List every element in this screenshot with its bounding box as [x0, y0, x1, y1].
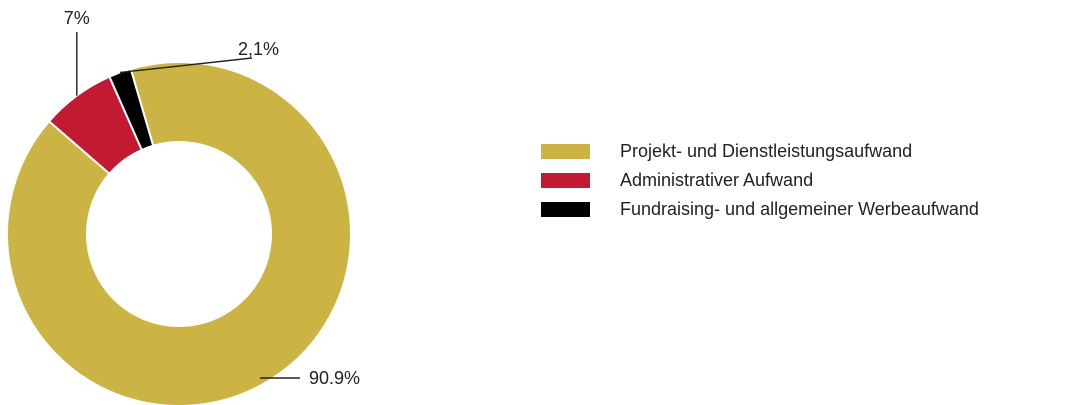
data-label-administrative: 7% — [64, 8, 90, 28]
data-label-fundraising: 2,1% — [238, 39, 279, 59]
legend-item-project: Projekt- und Dienstleistungsaufwand — [541, 141, 979, 161]
slice-fundraising — [108, 67, 155, 152]
slice-project — [6, 61, 352, 405]
data-labels-layer: 90.9% 7% 2,1% — [64, 8, 360, 388]
legend: Projekt- und Dienstleistungsaufwand Admi… — [541, 141, 979, 219]
slices-layer — [6, 61, 352, 405]
legend-label-fundraising: Fundraising- und allgemeiner Werbeaufwan… — [620, 198, 979, 219]
legend-item-administrative: Administrativer Aufwand — [541, 170, 979, 190]
legend-swatch-fundraising — [541, 201, 590, 217]
legend-swatch-project — [541, 143, 590, 159]
legend-label-administrative: Administrativer Aufwand — [620, 169, 814, 190]
legend-item-fundraising: Fundraising- und allgemeiner Werbeaufwan… — [541, 199, 979, 219]
legend-swatch-administrative — [541, 172, 590, 188]
legend-label-project: Projekt- und Dienstleistungsaufwand — [620, 140, 913, 161]
data-label-project: 90.9% — [309, 368, 360, 388]
leaders-layer — [76, 32, 300, 379]
leader-line-fundraising — [119, 57, 253, 74]
